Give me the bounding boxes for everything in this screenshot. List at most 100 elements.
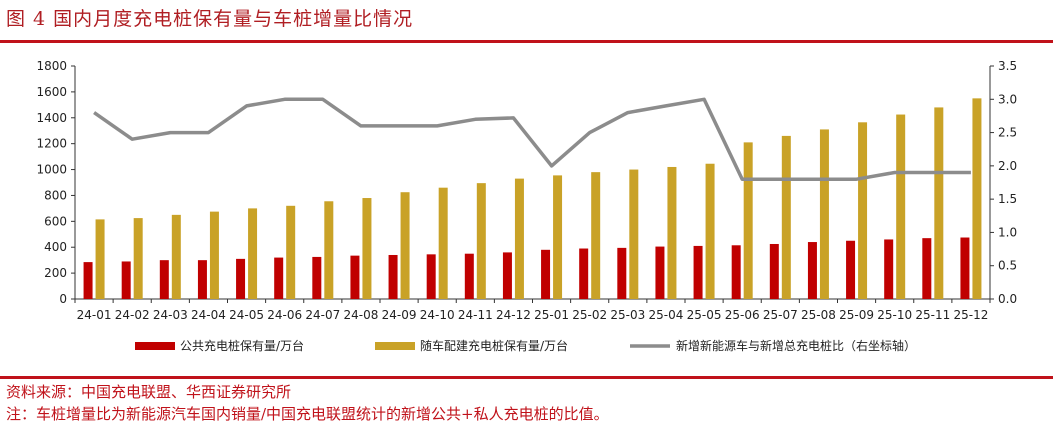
bar-vehicle-charger (743, 142, 753, 299)
x-tick-label: 24-04 (191, 308, 226, 322)
right-tick-label: 2.5 (998, 126, 1017, 140)
bar-public-charger (426, 254, 436, 299)
bar-vehicle-charger (438, 187, 448, 299)
bottom-divider (0, 376, 1053, 379)
bar-vehicle-charger (248, 208, 258, 299)
right-tick-label: 1.0 (998, 225, 1017, 239)
bar-vehicle-charger (896, 114, 906, 300)
left-tick-label: 800 (44, 188, 67, 202)
x-tick-label: 24-06 (267, 308, 302, 322)
x-tick-label: 25-04 (649, 308, 684, 322)
bar-vehicle-charger (514, 178, 524, 299)
right-tick-label: 0.5 (998, 259, 1017, 273)
left-tick-label: 1600 (36, 85, 67, 99)
right-y-axis: 0.0 0.5 1.0 1.5 2.0 2.5 3.0 3.5 (989, 59, 1017, 306)
x-tick-label: 24-10 (420, 308, 455, 322)
bar-public-charger (83, 262, 93, 299)
x-tick-label: 25-07 (763, 308, 798, 322)
x-tick-label: 25-03 (610, 308, 645, 322)
left-tick-label: 1800 (36, 59, 67, 73)
bar-public-charger (579, 248, 589, 299)
bar-vehicle-charger (934, 107, 944, 299)
legend-label-ratio: 新增新能源车与新增总充电桩比（右坐标轴） (676, 338, 916, 353)
bar-vehicle-charger (629, 169, 639, 299)
bar-vehicle-charger (553, 175, 563, 299)
bar-vehicle-charger (362, 198, 372, 299)
bar-public-charger (197, 260, 207, 299)
bar-vehicle-charger (819, 129, 829, 299)
bar-public-charger (693, 245, 703, 299)
bar-public-charger (388, 254, 398, 299)
legend-label-public: 公共充电桩保有量/万台 (180, 338, 304, 353)
combo-chart: 0 200 400 600 800 1000 1200 1400 1600 1800 0.0 0.5… (36, 59, 1017, 353)
left-tick-label: 400 (44, 240, 67, 254)
bar-public-charger (807, 242, 817, 299)
legend-swatch-vehicle (375, 342, 415, 350)
left-tick-label: 1200 (36, 137, 67, 151)
x-axis: 24-01 24-02 24-03 24-04 24-05 24-06 24-07 24-08… (74, 298, 991, 322)
x-tick-label: 25-02 (572, 308, 607, 322)
bar-vehicle-charger (286, 205, 296, 299)
right-tick-label: 3.5 (998, 59, 1017, 73)
x-tick-label: 24-05 (229, 308, 264, 322)
bar-public-charger (884, 239, 894, 299)
x-tick-label: 25-09 (839, 308, 874, 322)
bar-public-charger (922, 238, 932, 299)
bar-public-charger (159, 260, 169, 299)
bar-vehicle-charger (476, 183, 486, 299)
source-note: 资料来源：中国充电联盟、华西证券研究所 (6, 383, 292, 401)
x-tick-label: 24-02 (115, 308, 150, 322)
bar-public-charger (655, 246, 665, 299)
bar-public-charger (350, 255, 360, 299)
bar-public-charger (846, 240, 856, 299)
bar-vehicle-charger (171, 214, 181, 299)
bar-vehicle-charger (324, 201, 334, 299)
bar-public-charger (731, 245, 741, 299)
bar-vehicle-charger (400, 192, 410, 299)
x-tick-label: 24-08 (344, 308, 379, 322)
x-tick-label: 25-11 (915, 308, 950, 322)
left-tick-label: 0 (59, 292, 67, 306)
line-series (93, 97, 972, 181)
left-tick-label: 200 (44, 266, 67, 280)
bar-vehicle-charger (133, 218, 143, 299)
bar-series (83, 98, 982, 300)
bar-vehicle-charger (95, 219, 105, 299)
bar-public-charger (464, 253, 474, 299)
legend: 公共充电桩保有量/万台 随车配建充电桩保有量/万台 新增新能源车与新增总充电桩比（右… (135, 338, 916, 353)
footnote: 注：车桩增量比为新能源汽车国内销量/中国充电联盟统计的新增公共+私人充电桩的比值… (6, 405, 609, 423)
top-divider (0, 40, 1053, 43)
bar-public-charger (274, 257, 284, 299)
bar-vehicle-charger (858, 122, 868, 299)
x-tick-label: 25-06 (725, 308, 760, 322)
bar-public-charger (312, 256, 322, 299)
bar-vehicle-charger (209, 211, 219, 299)
right-tick-label: 1.5 (998, 192, 1017, 206)
x-tick-label: 25-01 (534, 308, 569, 322)
legend-swatch-public (135, 342, 175, 350)
bar-public-charger (502, 252, 512, 299)
bar-public-charger (236, 258, 246, 299)
right-tick-label: 3.0 (998, 92, 1017, 106)
bar-vehicle-charger (667, 166, 677, 299)
bar-public-charger (960, 237, 970, 299)
right-tick-label: 2.0 (998, 159, 1017, 173)
x-tick-label: 24-03 (153, 308, 188, 322)
right-tick-label: 0.0 (998, 292, 1017, 306)
x-tick-label: 24-09 (382, 308, 417, 322)
left-tick-label: 1000 (36, 163, 67, 177)
bar-vehicle-charger (781, 135, 791, 299)
bar-vehicle-charger (972, 98, 982, 299)
left-tick-label: 1400 (36, 111, 67, 125)
x-tick-label: 25-05 (687, 308, 722, 322)
x-tick-label: 24-07 (305, 308, 340, 322)
left-tick-label: 600 (44, 214, 67, 228)
x-tick-label: 25-10 (877, 308, 912, 322)
x-tick-label: 24-11 (458, 308, 493, 322)
bar-public-charger (617, 247, 627, 299)
chart-title: 图 4 国内月度充电桩保有量与车桩增量比情况 (6, 8, 414, 30)
bar-vehicle-charger (591, 172, 601, 299)
x-tick-label: 24-12 (496, 308, 531, 322)
x-tick-label: 24-01 (77, 308, 112, 322)
line-ratio (93, 97, 971, 181)
